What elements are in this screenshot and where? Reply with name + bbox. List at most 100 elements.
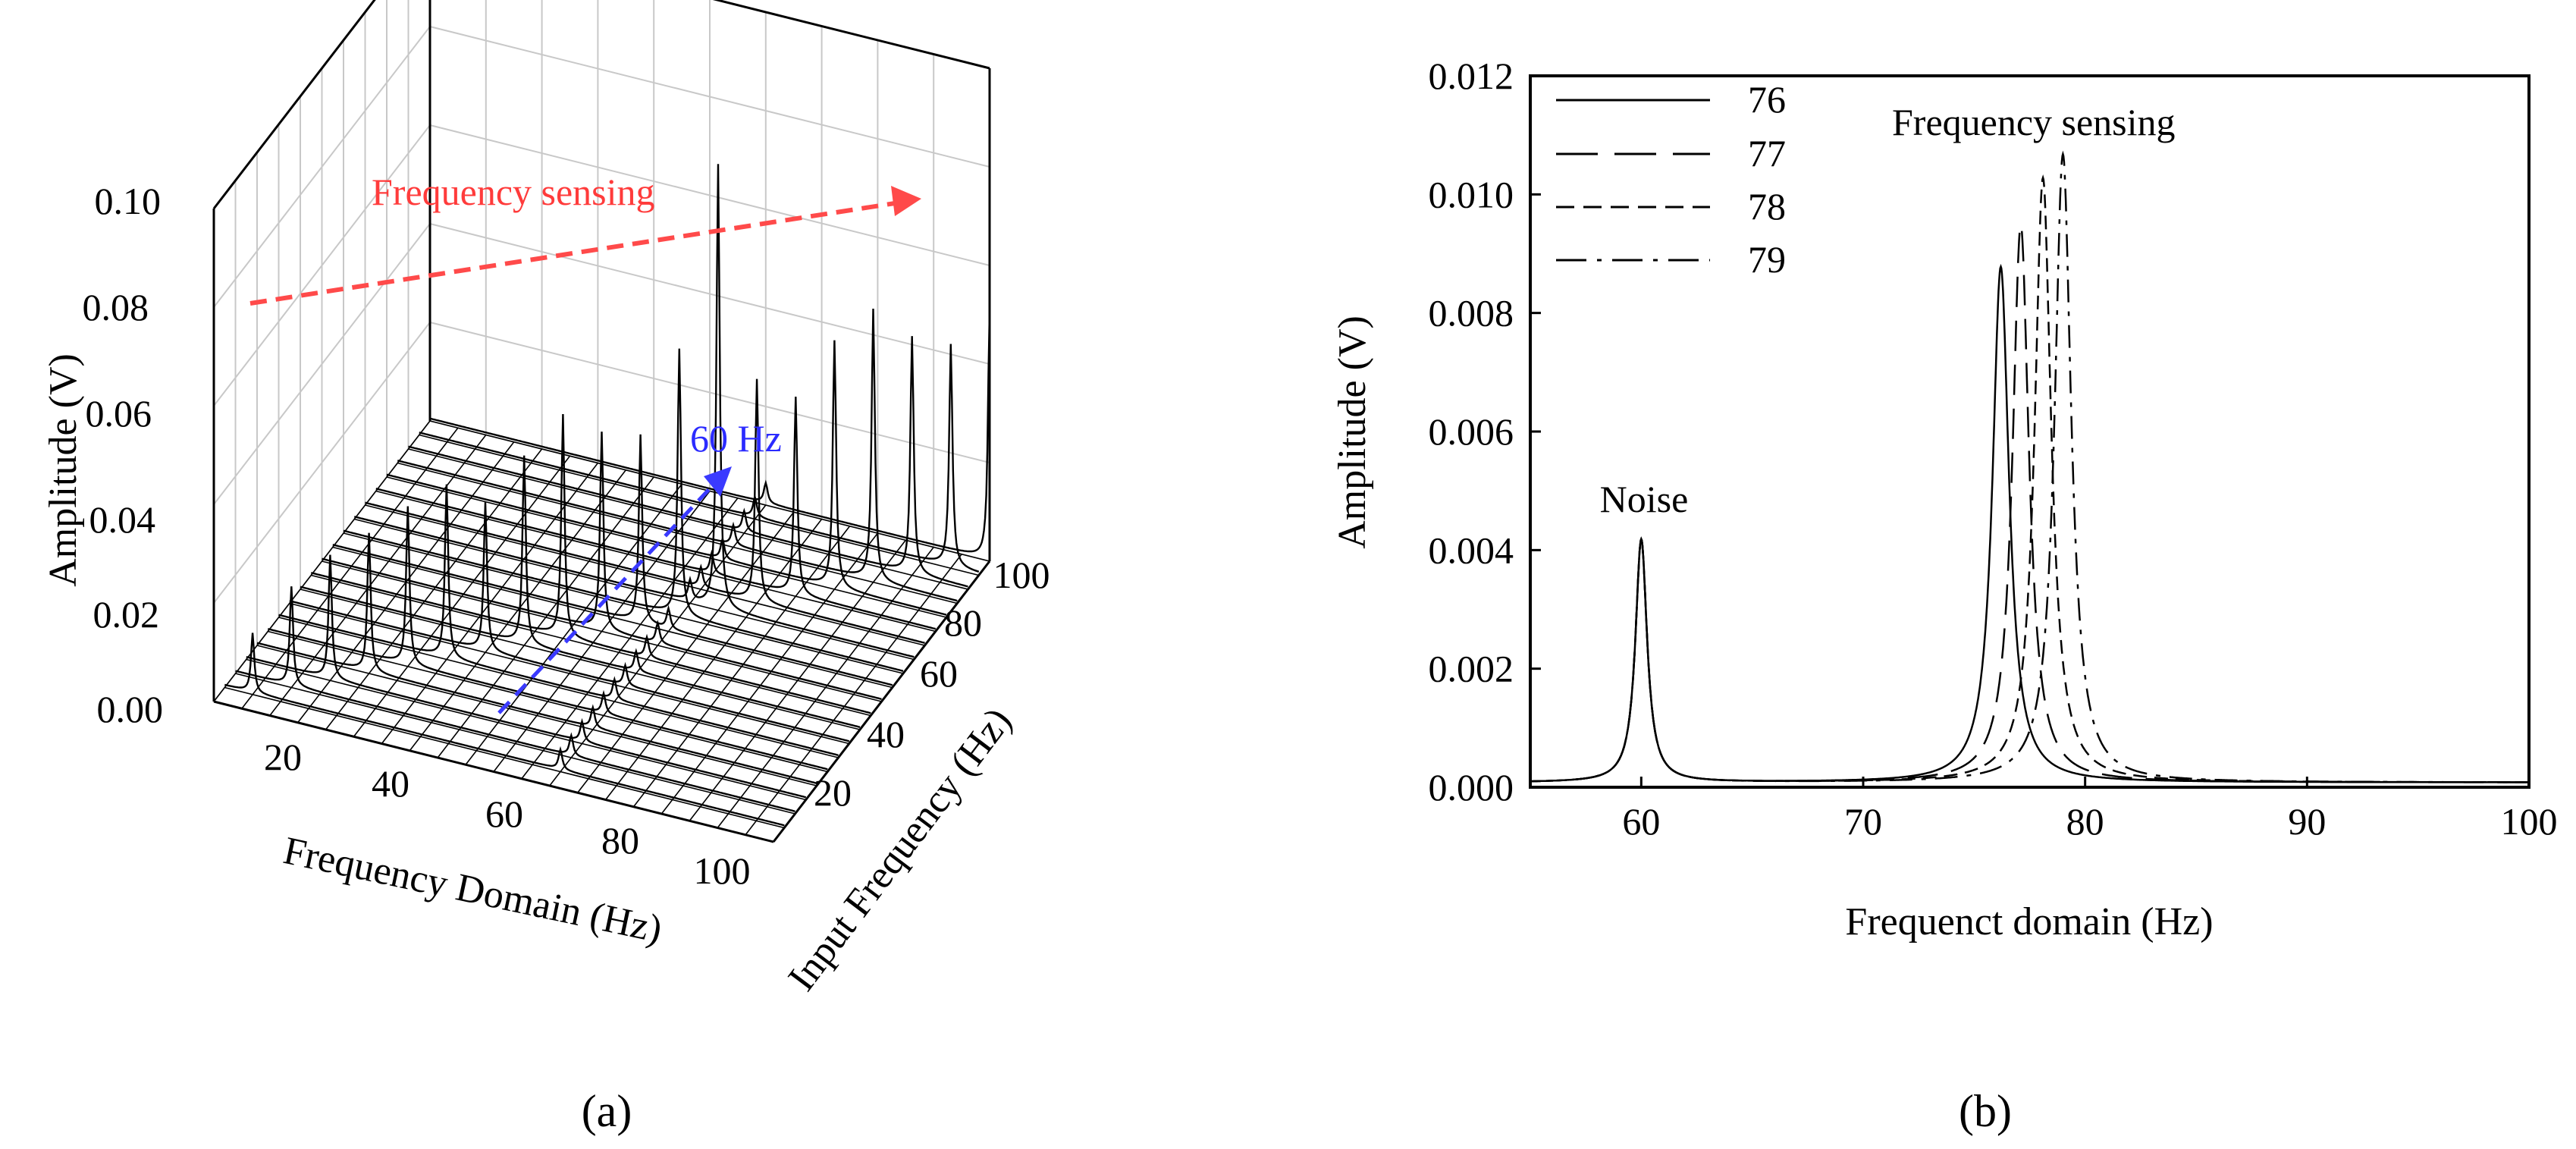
x-tick-label: 80 (601, 819, 639, 862)
y-tick-label: 80 (944, 601, 982, 644)
grid-line (521, 498, 739, 780)
trace-input-95 (419, 344, 980, 573)
grid-line (213, 124, 431, 407)
grid-line (577, 511, 795, 793)
grid-line (660, 532, 879, 815)
grid-line (322, 560, 882, 702)
grid-line (429, 223, 990, 365)
trace-input-45 (310, 413, 871, 714)
x-tick-label: 60 (1622, 800, 1660, 843)
series-line-79 (1530, 150, 2529, 783)
trace-input-25 (267, 506, 828, 771)
grid-line (772, 560, 991, 843)
trace-input-35 (289, 501, 850, 742)
legend: 76 77 78 79 (1556, 78, 1786, 281)
panel-b-line-chart: 60 70 80 90 100 0.000 0.002 0.004 0.006 … (1331, 55, 2558, 1136)
z-tick-label: 0.04 (89, 498, 156, 541)
grid-line (213, 322, 431, 604)
x-tick-label: 70 (1844, 800, 1882, 843)
y-tick-label: 0.002 (1429, 648, 1514, 690)
grid-line (343, 532, 904, 674)
y-tick-label: 0.004 (1429, 529, 1514, 571)
grid-line (397, 462, 958, 604)
y-tick-label: 40 (867, 713, 905, 755)
grid-line (213, 700, 774, 843)
trace-input-80 (386, 340, 947, 616)
panel-a-label: (a) (582, 1086, 632, 1136)
panel-a-3d-waterfall: 0.00 0.02 0.04 0.06 0.08 0.10 20 40 60 8… (42, 0, 1050, 1136)
x-tick-label: 90 (2288, 800, 2326, 843)
trace-input-75 (375, 396, 937, 630)
series-line-76 (1530, 263, 2529, 783)
y-tick-label: 0.006 (1429, 410, 1514, 453)
grid-line (429, 26, 990, 168)
grid-line (712, 0, 990, 70)
y-tick-label: 0.010 (1429, 173, 1514, 215)
y-axis-label: Amplitude (V) (1331, 316, 1374, 549)
trace-input-100 (429, 312, 991, 553)
trace-input-90 (408, 336, 968, 588)
grid-line (717, 547, 934, 828)
trace-input-40 (300, 455, 861, 728)
trace-input-55 (332, 434, 893, 686)
x-tick-label: 100 (2501, 800, 2558, 843)
grid-line (213, 223, 431, 505)
legend-label: 76 (1748, 78, 1786, 121)
y-tick-label: 100 (993, 554, 1050, 596)
trace-input-5 (224, 633, 785, 827)
grid-line (408, 448, 968, 590)
panel-b-ticks (1530, 74, 2531, 789)
legend-label: 78 (1748, 185, 1786, 228)
z-tick-label: 0.08 (83, 286, 149, 328)
sixty-hz-annotation: 60 Hz (690, 417, 782, 460)
panel-a-traces (224, 164, 991, 827)
grid-line (365, 504, 925, 646)
y-tick-label: 60 (920, 652, 958, 695)
panel-b-y-tick-labels: 0.000 0.002 0.004 0.006 0.008 0.010 0.01… (1429, 55, 1514, 808)
trace-input-60 (343, 348, 904, 672)
trace-input-15 (246, 554, 807, 799)
trace-input-85 (397, 308, 958, 602)
x-tick-label: 20 (264, 736, 302, 778)
legend-label: 79 (1748, 238, 1786, 281)
grid-line (745, 554, 962, 836)
y-tick-label: 0.008 (1429, 292, 1514, 334)
x-axis-label: Frequenct domain (Hz) (1845, 900, 2213, 943)
grid-line (386, 476, 947, 618)
legend-label: 77 (1748, 132, 1786, 174)
x-tick-label: 40 (372, 762, 409, 805)
grid-line (429, 124, 990, 266)
y-tick-label: 0.000 (1429, 766, 1514, 808)
y-tick-label: 0.012 (1429, 55, 1514, 97)
grid-line (332, 546, 893, 689)
panel-b-x-tick-labels: 60 70 80 90 100 (1622, 800, 2557, 843)
trace-input-10 (235, 586, 795, 812)
trace-input-50 (322, 432, 882, 700)
grid-line (375, 490, 936, 633)
trace-input-70 (365, 378, 925, 644)
grid-line (689, 539, 906, 821)
x-tick-label: 80 (2066, 800, 2104, 843)
plot-frame (1529, 74, 2531, 789)
frequency-sensing-annotation: Frequency sensing (372, 171, 655, 213)
panel-a-y-ticks: 20 40 60 80 100 (814, 554, 1050, 814)
z-tick-label: 0.06 (86, 392, 152, 435)
grid-line (604, 519, 823, 800)
grid-line (632, 526, 851, 808)
panel-b-label: (b) (1959, 1086, 2012, 1136)
y-tick-label: 20 (814, 771, 852, 814)
z-axis-label: Amplitude (V) (42, 353, 85, 587)
z-tick-label: 0.00 (97, 688, 164, 730)
grid-line (212, 0, 376, 209)
x-tick-label: 100 (694, 849, 751, 892)
z-tick-label: 0.10 (95, 180, 162, 222)
frequency-sensing-annotation: Frequency sensing (1892, 101, 2176, 143)
trace-input-20 (256, 532, 817, 784)
grid-line (429, 322, 990, 463)
panel-a-x-ticks: 20 40 60 80 100 (264, 736, 751, 892)
sixty-hz-arrow (497, 466, 732, 714)
frequency-sensing-arrow (249, 186, 921, 306)
grid-line (549, 504, 767, 786)
grid-line (213, 26, 431, 308)
